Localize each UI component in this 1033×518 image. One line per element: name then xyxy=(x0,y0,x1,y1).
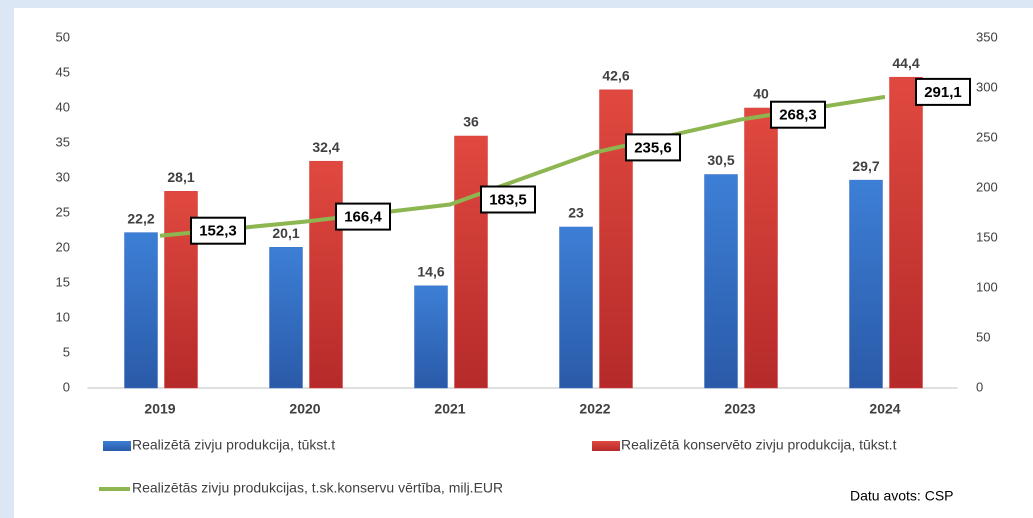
x-tick-label: 2020 xyxy=(289,401,320,417)
legend-swatch xyxy=(592,441,620,451)
source-note: Datu avots: CSP xyxy=(850,488,954,504)
y2-tick-label: 200 xyxy=(976,179,998,194)
value-label: 40 xyxy=(753,86,769,102)
bar xyxy=(309,160,343,389)
y-tick-label: 15 xyxy=(56,274,70,289)
value-label: 28,1 xyxy=(167,169,194,185)
y2-tick-label: 0 xyxy=(976,379,983,394)
value-label: 235,6 xyxy=(634,139,672,156)
value-label: 152,3 xyxy=(199,223,237,240)
y-tick-label: 0 xyxy=(63,379,70,394)
bar xyxy=(559,226,593,389)
line xyxy=(159,94,886,238)
y2-tick-label: 100 xyxy=(976,279,998,294)
x-tick-label: 2021 xyxy=(434,401,465,417)
x-tick-label: 2024 xyxy=(869,401,900,417)
value-label: 291,1 xyxy=(924,84,962,101)
bar xyxy=(124,232,158,389)
bar xyxy=(744,107,778,389)
y-tick-label: 20 xyxy=(56,239,70,254)
bar xyxy=(704,174,738,389)
bar xyxy=(414,285,448,389)
value-label: 183,5 xyxy=(489,191,527,208)
bar xyxy=(849,179,883,389)
value-label: 30,5 xyxy=(707,152,734,168)
bar xyxy=(454,135,488,389)
label-box xyxy=(770,100,826,129)
y2-tick-label: 150 xyxy=(976,229,998,244)
value-label: 32,4 xyxy=(312,139,339,155)
bar xyxy=(889,76,923,389)
label-box xyxy=(190,216,246,245)
value-label: 42,6 xyxy=(602,68,629,84)
legend-label: Realizētā zivju produkcija, tūkst.t xyxy=(132,437,335,453)
label-box xyxy=(335,202,391,231)
value-label: 44,4 xyxy=(892,55,919,71)
x-tick-label: 2022 xyxy=(579,401,610,417)
legend-swatch xyxy=(103,441,131,451)
value-label: 14,6 xyxy=(417,264,444,280)
value-label: 268,3 xyxy=(779,107,817,124)
y-tick-label: 40 xyxy=(56,99,70,114)
value-label: 22,2 xyxy=(127,210,154,226)
y-tick-label: 35 xyxy=(56,134,70,149)
y2-tick-label: 50 xyxy=(976,329,990,344)
label-box xyxy=(625,133,681,162)
y2-tick-label: 250 xyxy=(976,129,998,144)
bar xyxy=(269,247,303,389)
value-label: 20,1 xyxy=(272,225,299,241)
x-tick-label: 2023 xyxy=(724,401,755,417)
y-tick-label: 5 xyxy=(63,344,70,359)
y-tick-label: 10 xyxy=(56,309,70,324)
y-tick-label: 50 xyxy=(56,29,70,44)
legend-label: Realizētā konservēto zivju produkcija, t… xyxy=(621,437,897,453)
value-label: 23 xyxy=(568,205,584,221)
label-box xyxy=(915,77,971,106)
value-label: 36 xyxy=(463,114,479,130)
y-tick-label: 45 xyxy=(56,64,70,79)
y-tick-label: 25 xyxy=(56,204,70,219)
y2-tick-label: 350 xyxy=(976,29,998,44)
y-tick-label: 30 xyxy=(56,169,70,184)
value-label: 166,4 xyxy=(344,209,382,226)
y2-tick-label: 300 xyxy=(976,79,998,94)
label-box xyxy=(480,185,536,214)
legend-label: Realizētās zivju produkcijas, t.sk.konse… xyxy=(132,480,503,496)
value-label: 29,7 xyxy=(852,158,879,174)
x-tick-label: 2019 xyxy=(144,401,175,417)
